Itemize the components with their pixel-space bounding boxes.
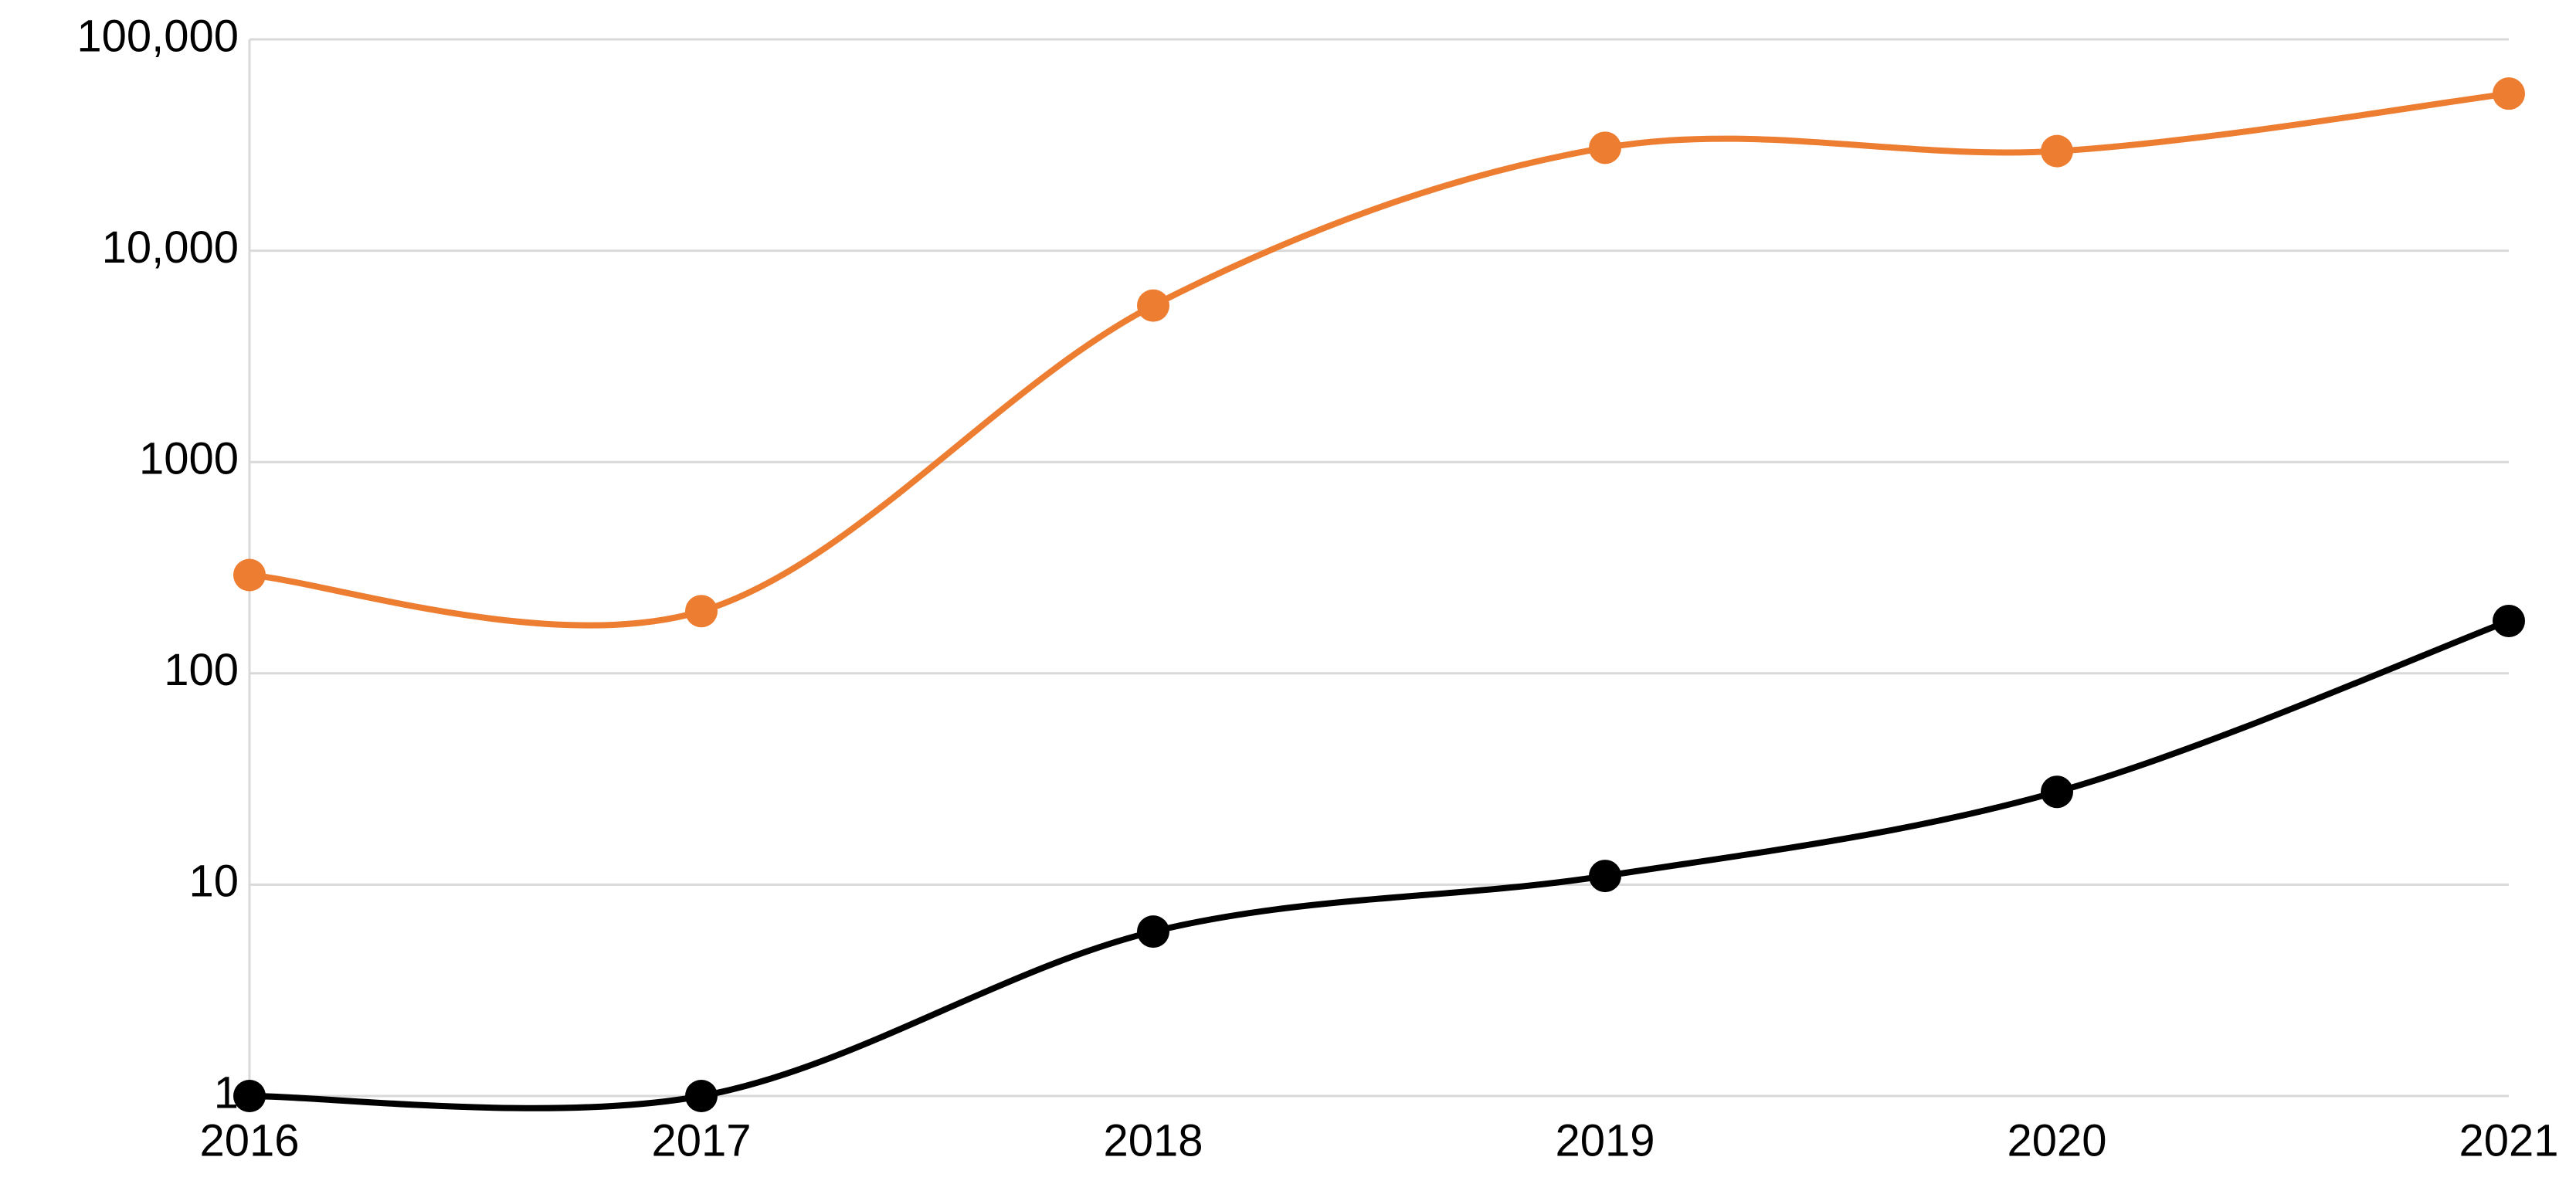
data-point <box>2041 775 2073 809</box>
data-point <box>233 558 266 592</box>
x-tick-label: 2018 <box>1103 1115 1203 1166</box>
data-point <box>685 1080 718 1112</box>
data-point <box>1589 860 1621 893</box>
y-tick-label: 100,000 <box>76 11 239 61</box>
x-tick-label: 2017 <box>651 1115 751 1166</box>
data-point <box>233 1080 266 1112</box>
y-tick-label: 1000 <box>139 434 239 484</box>
series-line <box>249 90 2510 629</box>
data-point <box>1589 131 1621 165</box>
x-tick-label: 2019 <box>1555 1115 1655 1166</box>
y-tick-label: 10,000 <box>102 222 239 273</box>
y-tick-label: 100 <box>164 645 239 695</box>
series-line <box>249 618 2510 1111</box>
x-tick-label: 2016 <box>199 1115 299 1166</box>
data-point <box>2041 134 2073 168</box>
data-point <box>1137 915 1169 948</box>
x-tick-label: 2020 <box>2007 1115 2106 1166</box>
x-tick-label: 2021 <box>2459 1115 2558 1166</box>
data-point <box>2493 604 2525 637</box>
data-point <box>1137 289 1169 322</box>
y-tick-label: 10 <box>188 857 239 907</box>
data-point <box>2493 77 2525 110</box>
data-point <box>685 595 718 628</box>
